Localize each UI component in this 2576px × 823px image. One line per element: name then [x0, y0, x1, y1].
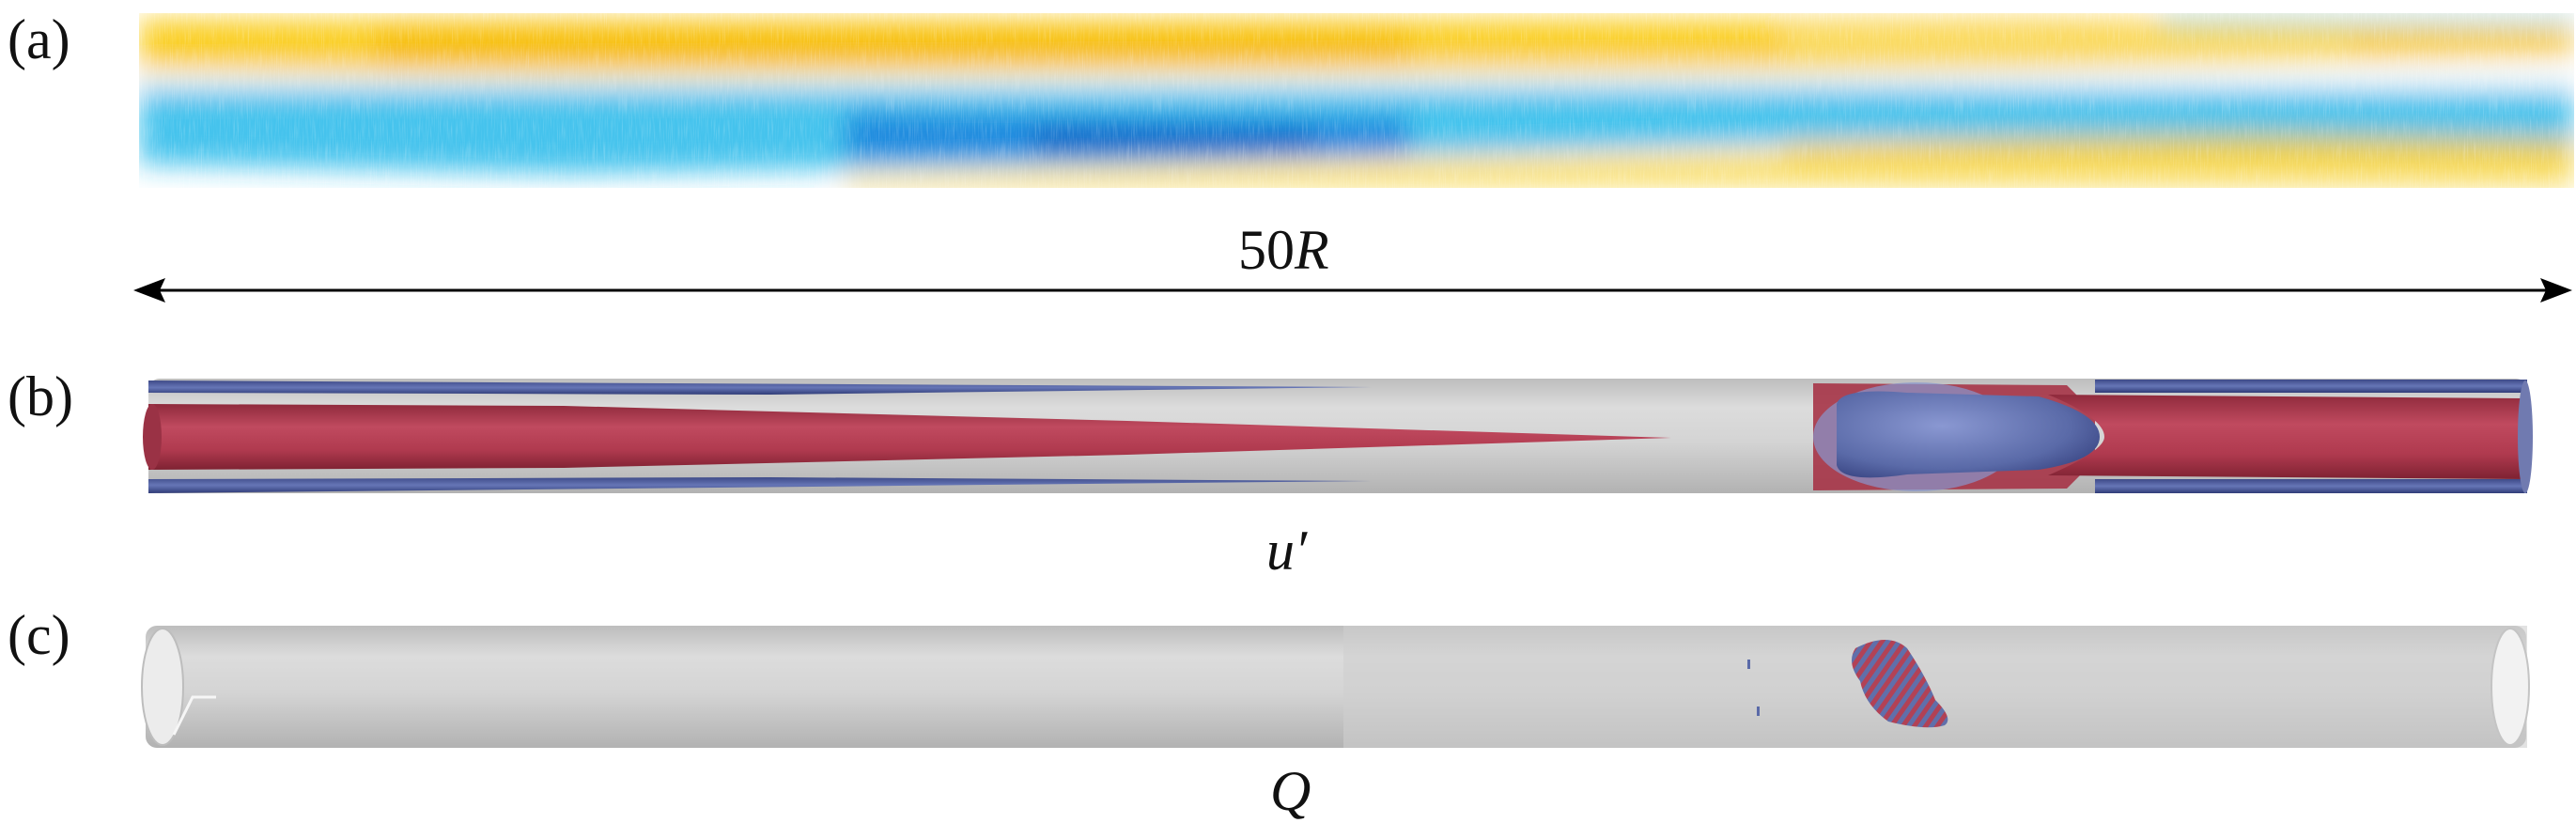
panel-b-pipe: [143, 379, 2533, 493]
scale-bar-variable: R: [1295, 219, 1329, 281]
panel-a-field: [139, 13, 2574, 188]
panel-c-pipe: [141, 626, 2530, 748]
panel-label-a: (a): [8, 8, 70, 70]
caption-q: Q: [1270, 760, 1311, 822]
scale-bar-label: 50R: [1238, 222, 1329, 278]
panel-label-c: (c): [8, 604, 70, 666]
panel-label-b: (b): [8, 365, 73, 427]
caption-u-prime: u′: [1266, 520, 1308, 582]
scale-bar-arrow: [133, 278, 2572, 303]
scale-bar-number: 50: [1238, 219, 1295, 281]
